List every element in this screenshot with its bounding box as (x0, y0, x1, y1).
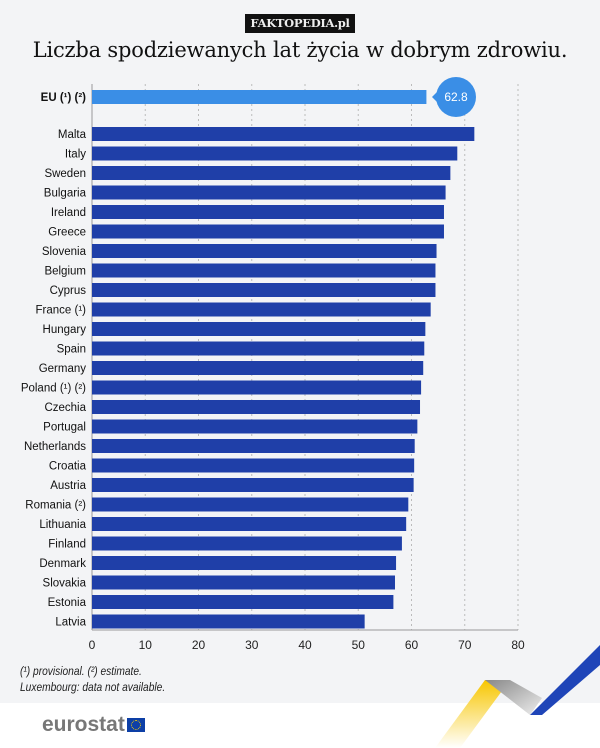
bar (92, 341, 425, 356)
x-tick-label: 60 (405, 638, 419, 652)
category-label: Cyprus (50, 285, 87, 297)
category-label: Slovakia (43, 578, 87, 590)
category-label: Sweden (44, 168, 86, 180)
bar (92, 146, 458, 161)
category-label: France (¹) (36, 305, 87, 317)
category-label: Poland (¹) (²) (21, 383, 86, 395)
category-label: Italy (65, 149, 86, 161)
x-tick-label: 70 (458, 638, 472, 652)
footnotes: (¹) provisional. (²) estimate. Luxembour… (20, 663, 165, 695)
bar (92, 380, 422, 395)
eu-label: EU (¹) (²) (41, 92, 87, 104)
category-label: Netherlands (24, 441, 86, 453)
category-label: Finland (48, 539, 86, 551)
bar (92, 322, 426, 336)
bar (92, 458, 415, 473)
bar (92, 244, 437, 258)
decorative-ribbon (435, 645, 600, 748)
bar (92, 127, 475, 141)
x-tick-label: 40 (298, 638, 312, 652)
bar-chart: 0 10 20 30 40 50 60 70 80 EU (¹) (²) 62.8 Malta Ital… (21, 77, 525, 652)
category-label: Estonia (48, 597, 87, 609)
category-label: Slovenia (42, 246, 87, 258)
eu-value-bubble (436, 77, 476, 117)
category-label: Romania (²) (25, 500, 86, 512)
bar (92, 556, 397, 570)
category-label: Croatia (49, 461, 87, 473)
bar (92, 224, 444, 239)
bar (92, 205, 444, 219)
bar (92, 536, 402, 551)
x-tick-label: 50 (352, 638, 366, 652)
bar (92, 419, 418, 434)
bar (92, 361, 424, 375)
footnote-2: Luxembourg: data not available. (20, 680, 166, 694)
x-tick-label: 30 (245, 638, 259, 652)
bar (92, 263, 436, 278)
category-label: Austria (50, 480, 86, 492)
category-label: Denmark (39, 558, 86, 570)
eu-flag-icon (126, 718, 145, 732)
category-label: Germany (39, 363, 87, 375)
bar (92, 166, 451, 180)
bar (92, 614, 365, 629)
category-label: Czechia (44, 402, 86, 414)
category-label: Lithuania (39, 519, 86, 531)
category-label: Portugal (43, 422, 86, 434)
category-label: Spain (57, 344, 86, 356)
bar (92, 439, 415, 453)
logo-text: eurostat (42, 713, 125, 736)
faktopedia-badge: FAKTOPEDIA.pl (245, 14, 355, 33)
category-label: Hungary (43, 324, 87, 336)
category-label: Bulgaria (44, 188, 87, 200)
bar (92, 517, 407, 531)
eu-value-label: 62.8 (444, 90, 468, 104)
category-label: Latvia (55, 617, 86, 629)
bar (92, 478, 414, 492)
eurostat-logo: eurostat (42, 713, 145, 737)
bar (92, 575, 395, 590)
category-label: Malta (58, 129, 87, 141)
page-title: Liczba spodziewanych lat życia w dobrym … (32, 38, 568, 62)
category-label: Greece (48, 227, 86, 239)
eu-bubble-pointer (432, 91, 438, 103)
bar (92, 185, 446, 200)
bar (92, 497, 409, 512)
bar (92, 400, 421, 414)
x-tick-label: 20 (192, 638, 206, 652)
eu-bar (92, 90, 427, 104)
bar (92, 302, 431, 317)
x-tick-label: 10 (139, 638, 153, 652)
footnote-1: (¹) provisional. (²) estimate. (20, 664, 142, 678)
x-tick-label: 80 (511, 638, 525, 652)
category-label: Ireland (51, 207, 86, 219)
category-label: Belgium (44, 266, 86, 278)
bar (92, 283, 436, 297)
x-tick-label: 0 (89, 638, 96, 652)
bar (92, 595, 394, 609)
